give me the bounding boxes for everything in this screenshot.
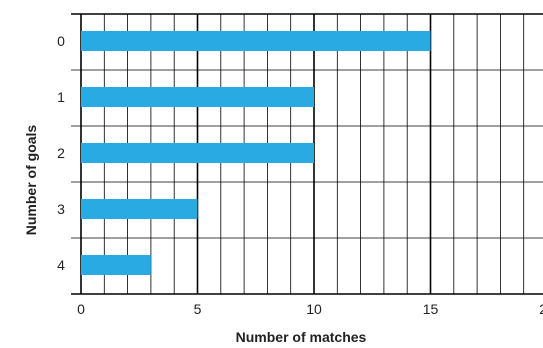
x-tick-label: 20 — [539, 301, 543, 317]
x-axis-title: Number of matches — [236, 329, 367, 345]
bar-goals-2 — [81, 143, 314, 163]
y-tick-label: 4 — [57, 257, 65, 273]
bar-goals-1 — [81, 87, 314, 107]
y-tick-label: 1 — [57, 89, 65, 105]
y-tick-labels: 0 1 2 3 4 — [57, 33, 65, 273]
x-tick-label: 10 — [306, 301, 322, 317]
x-tick-label: 5 — [194, 301, 202, 317]
y-axis-title: Number of goals — [23, 125, 39, 236]
bar-goals-0 — [81, 31, 431, 51]
x-tick-label: 0 — [77, 301, 85, 317]
bar-goals-4 — [81, 255, 151, 275]
bars — [81, 31, 431, 275]
x-tick-labels: 0 5 10 15 20 — [77, 301, 543, 317]
bar-goals-3 — [81, 199, 198, 219]
y-tick-label: 3 — [57, 201, 65, 217]
y-tick-label: 2 — [57, 145, 65, 161]
y-tick-label: 0 — [57, 33, 65, 49]
x-tick-label: 15 — [423, 301, 439, 317]
grid — [71, 13, 543, 295]
